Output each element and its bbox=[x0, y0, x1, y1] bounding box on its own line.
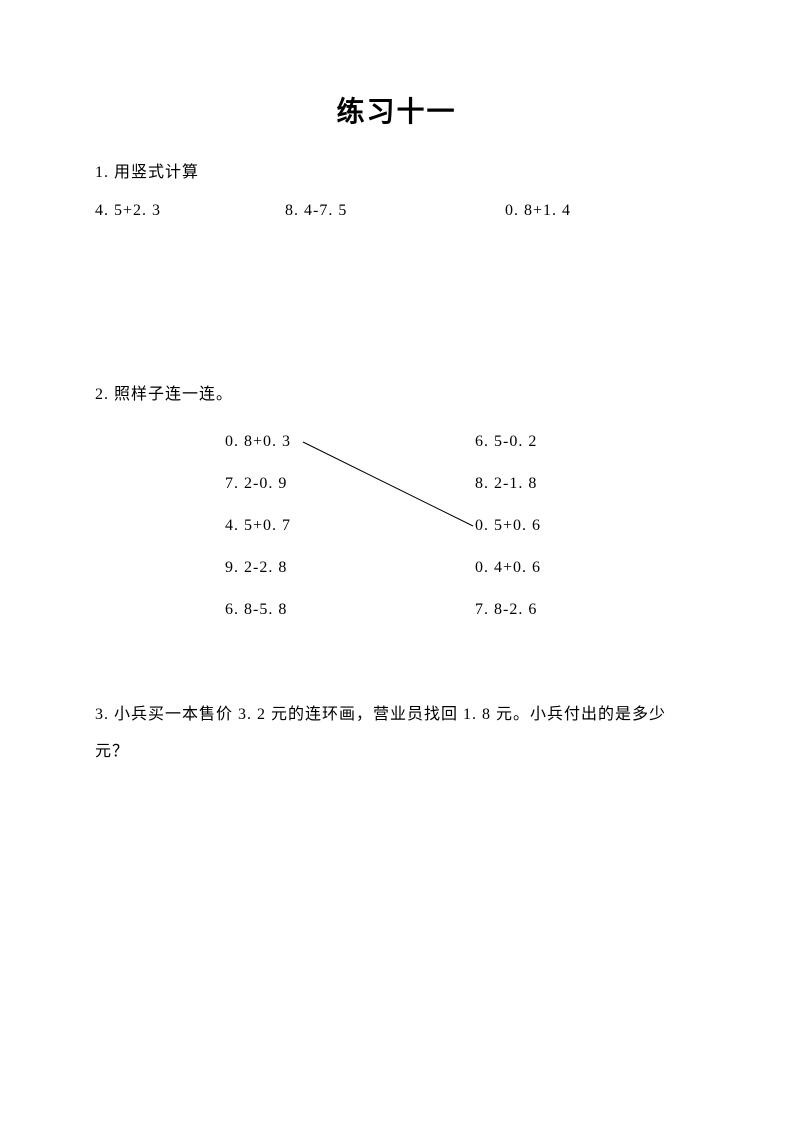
q1-item-3: 0. 8+1. 4 bbox=[505, 202, 571, 220]
q3-text: 3. 小兵买一本售价 3. 2 元的连环画，营业员找回 1. 8 元。小兵付出的… bbox=[95, 697, 698, 771]
q1-item-2: 8. 4-7. 5 bbox=[285, 202, 505, 220]
page-title: 练习十一 bbox=[95, 90, 698, 130]
match-left-4: 9. 2-2. 8 bbox=[225, 558, 291, 600]
match-left-3: 4. 5+0. 7 bbox=[225, 516, 291, 558]
match-right-2: 8. 2-1. 8 bbox=[475, 474, 541, 516]
q1-heading: 1. 用竖式计算 bbox=[95, 158, 698, 182]
match-right-1: 6. 5-0. 2 bbox=[475, 432, 541, 474]
q1-item-1: 4. 5+2. 3 bbox=[95, 202, 285, 220]
match-col-left: 0. 8+0. 3 7. 2-0. 9 4. 5+0. 7 9. 2-2. 8 … bbox=[225, 432, 291, 642]
q2-heading: 2. 照样子连一连。 bbox=[95, 380, 698, 404]
match-area: 0. 8+0. 3 7. 2-0. 9 4. 5+0. 7 9. 2-2. 8 … bbox=[225, 432, 725, 642]
match-right-5: 7. 8-2. 6 bbox=[475, 600, 541, 642]
match-right-4: 0. 4+0. 6 bbox=[475, 558, 541, 600]
match-left-1: 0. 8+0. 3 bbox=[225, 432, 291, 474]
match-left-2: 7. 2-0. 9 bbox=[225, 474, 291, 516]
match-col-right: 6. 5-0. 2 8. 2-1. 8 0. 5+0. 6 0. 4+0. 6 … bbox=[475, 432, 541, 642]
match-left-5: 6. 8-5. 8 bbox=[225, 600, 291, 642]
q1-row: 4. 5+2. 3 8. 4-7. 5 0. 8+1. 4 bbox=[95, 202, 698, 220]
match-right-3: 0. 5+0. 6 bbox=[475, 516, 541, 558]
example-line bbox=[303, 442, 473, 526]
